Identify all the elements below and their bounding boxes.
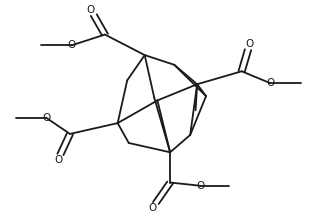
Text: O: O bbox=[54, 155, 62, 165]
Text: O: O bbox=[42, 113, 50, 123]
Text: O: O bbox=[67, 40, 76, 50]
Text: O: O bbox=[196, 181, 204, 191]
Text: O: O bbox=[148, 203, 156, 213]
Text: O: O bbox=[87, 5, 95, 15]
Text: O: O bbox=[245, 39, 254, 49]
Text: O: O bbox=[266, 78, 274, 88]
